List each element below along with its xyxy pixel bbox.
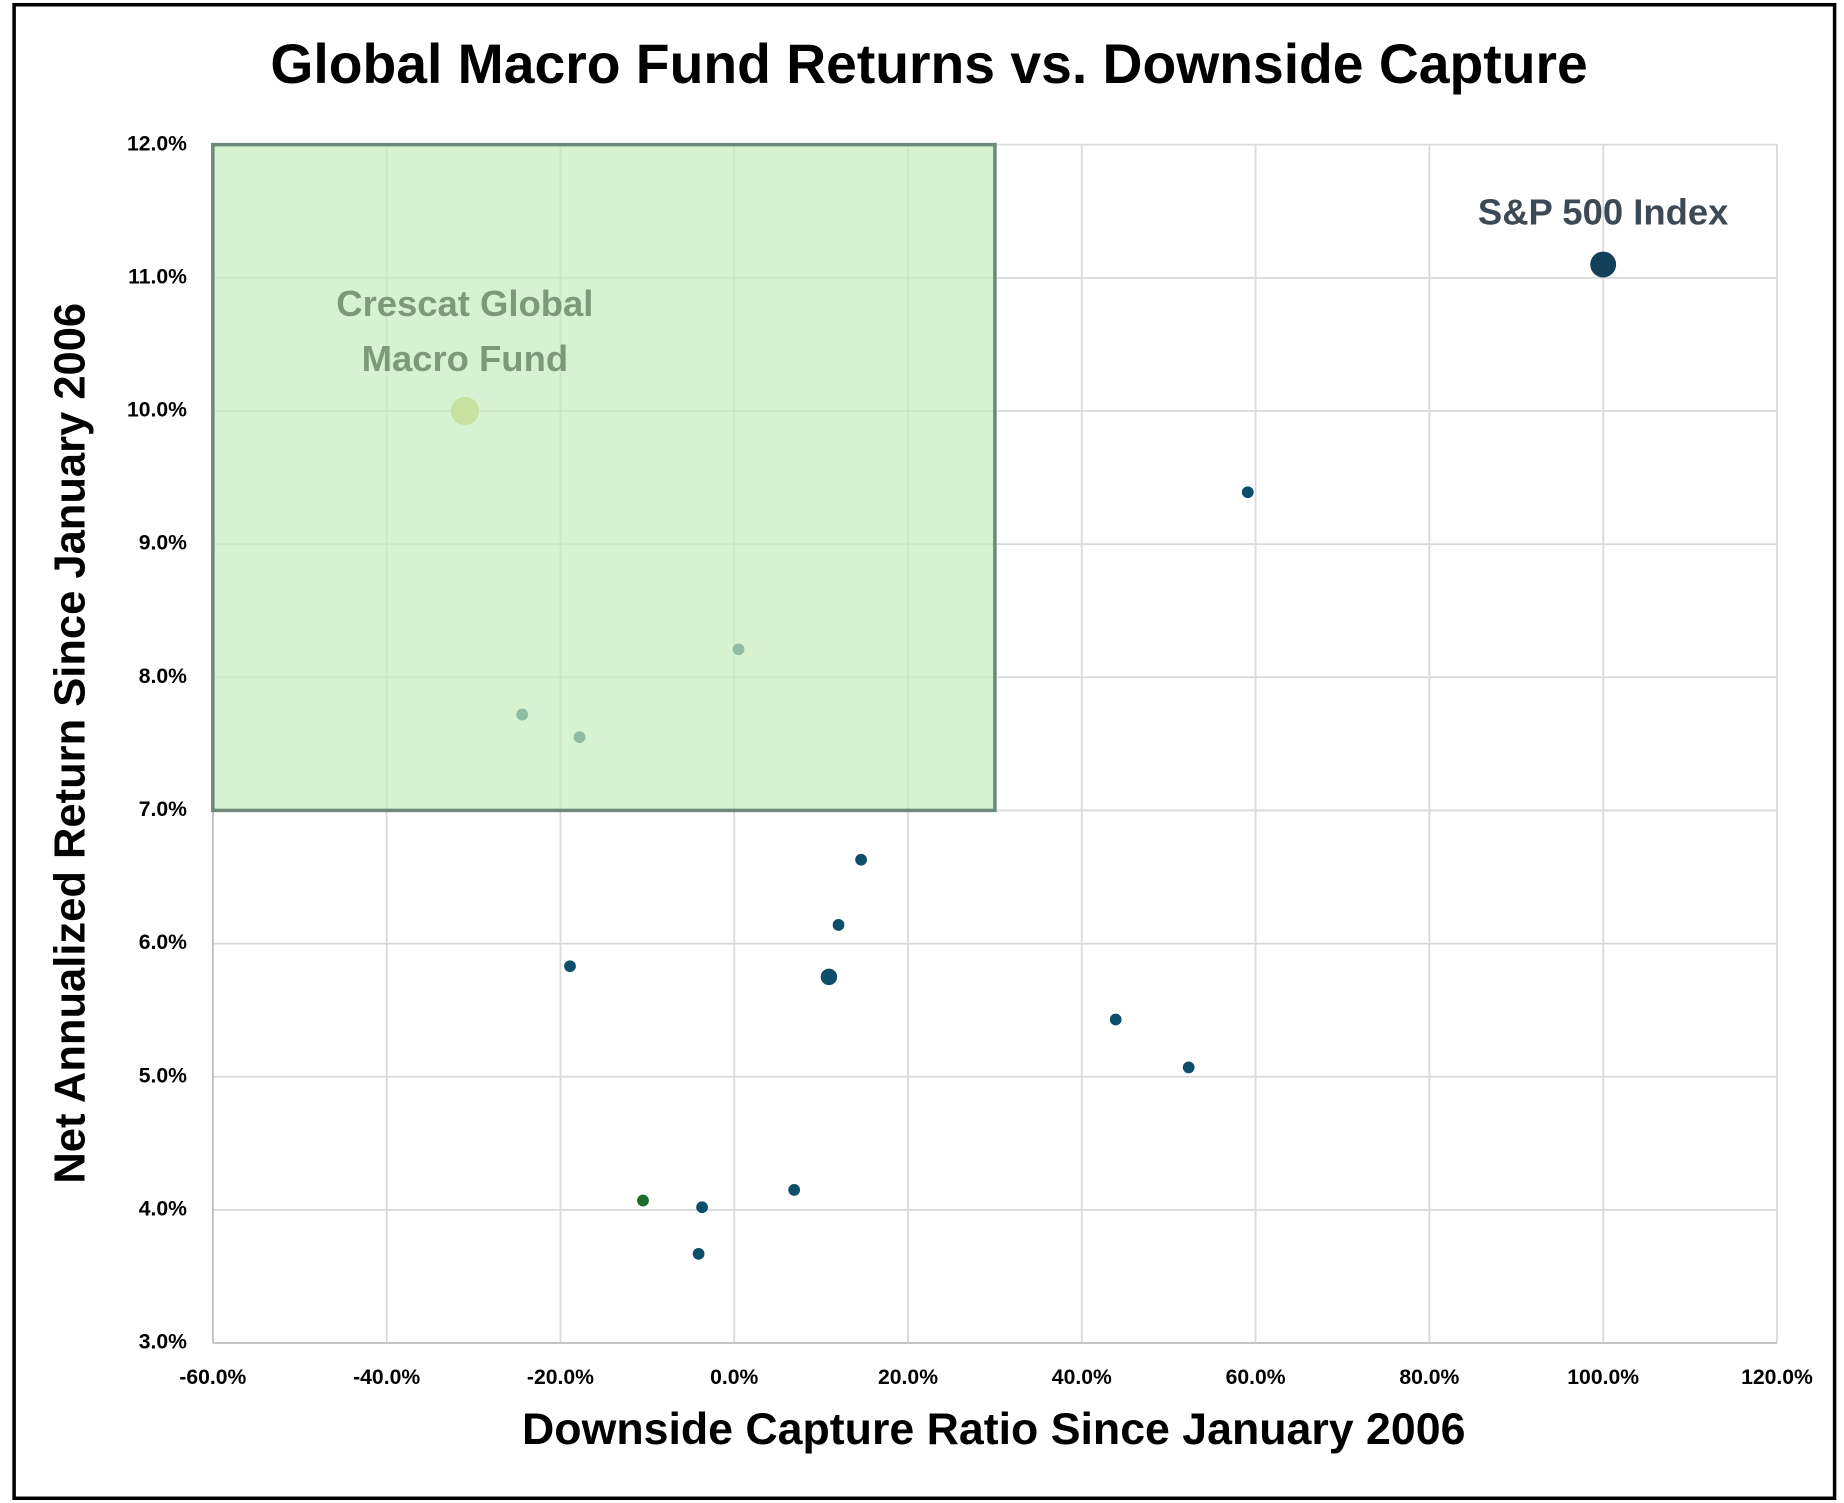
annotation: S&P 500 Index <box>1478 192 1728 233</box>
highlight-region <box>211 142 997 813</box>
scatter-point <box>692 1247 705 1260</box>
x-tick-label: 60.0% <box>1226 1366 1286 1389</box>
scatter-point <box>1590 251 1617 278</box>
y-tick-label: 5.0% <box>139 1064 187 1087</box>
y-tick-label: 10.0% <box>127 399 187 422</box>
x-tick-label: -60.0% <box>179 1366 246 1389</box>
x-tick-label: 120.0% <box>1741 1366 1813 1389</box>
x-tick-label: 40.0% <box>1052 1366 1112 1389</box>
y-tick-label: 8.0% <box>139 665 187 688</box>
chart-title: Global Macro Fund Returns vs. Downside C… <box>270 33 1587 95</box>
scatter-point <box>696 1201 708 1214</box>
x-tick-label: 80.0% <box>1399 1366 1459 1389</box>
scatter-point <box>855 853 867 866</box>
scatter-point <box>637 1194 649 1207</box>
y-tick-label: 12.0% <box>127 132 187 155</box>
scatter-point <box>564 960 576 973</box>
x-tick-label: -40.0% <box>353 1366 420 1389</box>
x-axis-title: Downside Capture Ratio Since January 200… <box>522 1405 1465 1454</box>
y-tick-label: 11.0% <box>128 265 187 288</box>
scatter-point <box>832 919 845 931</box>
y-tick-label: 6.0% <box>139 931 187 954</box>
annotation: Crescat Global <box>336 283 593 324</box>
scatter-point <box>1109 1013 1122 1026</box>
scatter-point <box>820 968 838 986</box>
scatter-point <box>788 1184 801 1196</box>
scatter-point <box>1241 486 1254 499</box>
x-tick-label: -20.0% <box>527 1366 594 1389</box>
x-tick-label: 100.0% <box>1567 1366 1639 1389</box>
y-tick-label: 7.0% <box>139 798 187 821</box>
x-tick-label: 0.0% <box>710 1366 758 1389</box>
scatter-point <box>1182 1061 1195 1074</box>
y-tick-label: 3.0% <box>139 1331 187 1354</box>
y-tick-label: 9.0% <box>139 532 187 555</box>
y-axis-title: Net Annualized Return Since January 2006 <box>46 303 94 1184</box>
x-tick-label: 20.0% <box>878 1366 938 1389</box>
y-tick-label: 4.0% <box>139 1197 187 1220</box>
annotation: Macro Fund <box>362 338 568 379</box>
